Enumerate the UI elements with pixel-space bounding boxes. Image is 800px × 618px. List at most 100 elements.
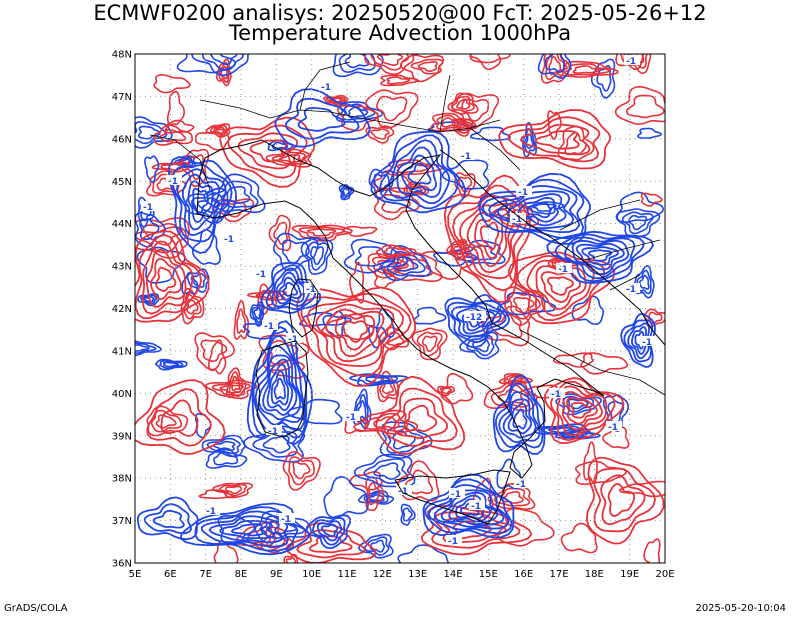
contour-label-bg [304,283,320,293]
contour-line [236,308,246,334]
contour-line [142,296,155,303]
contour-label-bg [254,268,270,278]
contour-line [546,276,575,296]
contour-line [379,375,397,399]
footer-timestamp: 2025-05-20-10:04 [695,603,786,614]
lon-tick-label: 15E [479,569,498,580]
lat-tick-label: 38N [112,474,132,485]
contour-line [211,382,251,397]
contour-line [440,373,474,405]
contour-line [446,238,468,261]
contour-label-bg [446,535,462,545]
lon-tick-label: 8E [235,569,248,580]
contour-line [615,208,661,238]
contour-line [523,127,536,154]
contour-line [145,248,187,308]
contour-line [447,92,479,115]
contour-line [320,523,339,538]
contour-line [451,304,502,338]
contour-label-bg [262,320,278,330]
lon-tick-label: 10E [302,569,321,580]
contour-label: -1 [516,480,526,490]
contour-line [562,395,595,413]
contour-line [337,104,379,132]
contour-line [587,249,613,262]
contour-line [228,371,244,396]
contour-line [496,458,522,490]
contour-line [496,507,555,547]
contour-line [451,95,475,113]
contour-line [507,402,533,435]
contour-label-bg [319,81,335,91]
contour-line [627,54,648,69]
contour-line [334,314,376,351]
contour-line [616,191,665,223]
contour-line [268,214,292,252]
contour-line [205,123,231,138]
contour-line [135,342,157,355]
contour-line [271,267,311,308]
contour-line [375,244,417,259]
contour-line [316,520,343,542]
contour-line [213,451,239,466]
contour-line [535,265,587,311]
contour-line [607,400,625,424]
contour-line [364,536,390,556]
contour-line [459,331,500,360]
contour-line [352,409,419,435]
contour-line [381,193,412,214]
contour-line [537,54,572,80]
coastlines [149,61,665,525]
lat-tick-label: 37N [112,516,132,527]
contour-line [364,54,415,76]
contour-line [247,290,288,301]
contour-line [176,54,237,74]
contour-line [421,335,438,352]
contour-label-bg [279,513,295,523]
contour-line [424,478,513,535]
lon-tick-label: 16E [514,569,533,580]
contour-line [383,251,443,283]
contour-line [230,523,266,537]
lat-axis-labels: 36N 37N 38N 39N 40N 41N 42N 43N 44N 45N 46N 47N 48N [112,50,132,570]
contour-line [436,114,467,131]
lat-tick-label: 44N [112,219,132,230]
contour-line [281,239,310,264]
contour-line [623,54,652,75]
contour-line [525,133,534,150]
contour-line [407,162,432,185]
contour-line [203,173,266,214]
contour-label: -1 [256,270,266,280]
contour-line [422,473,515,539]
contour-label-bg [204,505,220,515]
coastline-corsica [288,278,319,338]
contour-line [155,414,177,429]
contour-line [634,330,645,350]
contour-line [570,402,592,419]
contour-line [557,125,595,161]
contour-line [225,367,247,399]
contour-line [444,297,511,349]
contour-line [490,383,530,408]
contour-line [209,124,228,136]
lon-tick-label: 5E [129,569,142,580]
lat-tick-label: 40N [112,389,132,400]
footer-software: GrADS/COLA [4,603,68,614]
contour-line [179,502,310,556]
contour-label: -1 [471,502,481,512]
contour-line [540,54,571,84]
contour-line [382,246,410,257]
contour-line [208,515,284,544]
contour-line [580,352,629,375]
contour-line [376,54,404,67]
lat-tick-label: 42N [112,304,132,315]
lat-tick-label: 48N [112,50,132,61]
contour-label: -1 [642,338,652,348]
contour-line [600,474,646,526]
contour-line [383,387,458,447]
contour-line [266,363,294,411]
contour-line [341,225,378,238]
contour-line [231,375,241,392]
contour-line [284,97,360,140]
contour-line [572,65,601,74]
